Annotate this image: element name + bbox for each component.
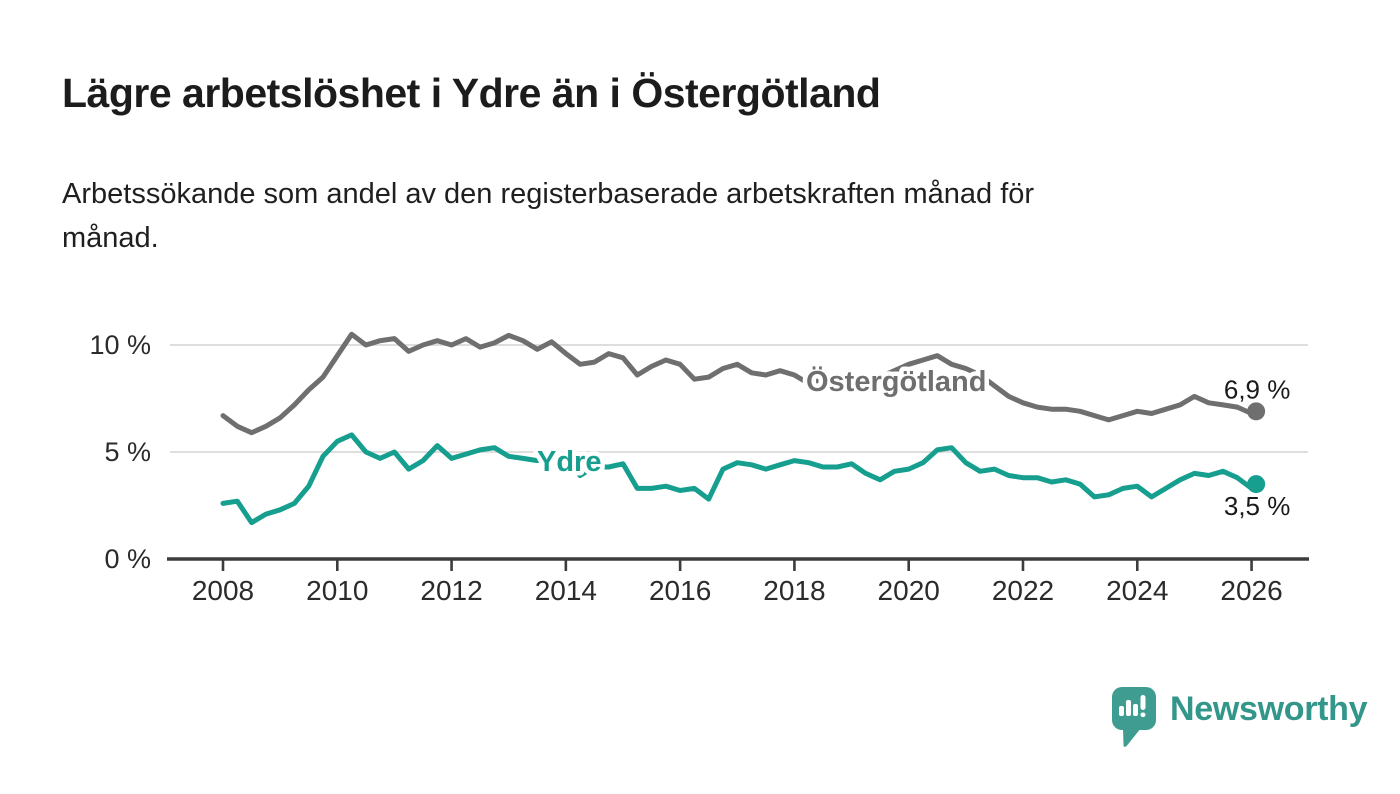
unemployment-line-chart: Östergötland Ydre 6,9 % 3,5 % 2008 2010 2012 20… <box>89 330 1309 606</box>
chart-title: Lägre arbetslöshet i Ydre än i Östergötl… <box>62 70 881 116</box>
series-line-ostergotland <box>220 331 1259 436</box>
x-tick-label: 2008 <box>192 575 254 606</box>
x-tick-label: 2010 <box>306 575 368 606</box>
newsworthy-logo-icon <box>1112 687 1156 747</box>
chart-subtitle: Arbetssökande som andel av den registerb… <box>62 172 1034 260</box>
x-tick-label: 2020 <box>878 575 940 606</box>
logo-pin <box>1112 687 1156 747</box>
x-tick-label: 2014 <box>535 575 597 606</box>
y-tick-label: 10 % <box>89 330 151 360</box>
series-end-dot-ydre <box>1247 475 1266 494</box>
x-tick-label: 2026 <box>1220 575 1282 606</box>
series-end-dot-ostergotland <box>1247 402 1266 421</box>
y-tick-label: 5 % <box>104 437 151 467</box>
series-end-value-ostergotland: 6,9 % <box>1224 374 1291 404</box>
series-label-ydre: Ydre <box>537 446 601 478</box>
x-tick-label: 2012 <box>420 575 482 606</box>
x-tick-label: 2024 <box>1106 575 1168 606</box>
chart-subtitle-line2: månad. <box>62 222 159 254</box>
series-end-value-ydre: 3,5 % <box>1224 491 1291 521</box>
x-tick-label: 2016 <box>649 575 711 606</box>
series-line-ydre <box>220 432 1259 526</box>
y-tick-label: 0 % <box>104 544 151 574</box>
brand-footer: Newsworthy <box>1111 686 1368 748</box>
series-label-ostergotland: Östergötland <box>806 365 986 398</box>
x-tick-label: 2018 <box>763 575 825 606</box>
chart-subtitle-line1: Arbetssökande som andel av den registerb… <box>62 178 1035 210</box>
brand-name: Newsworthy <box>1170 690 1368 728</box>
x-tick-label: 2022 <box>992 575 1054 606</box>
logo-barchart-icon <box>1119 695 1146 718</box>
